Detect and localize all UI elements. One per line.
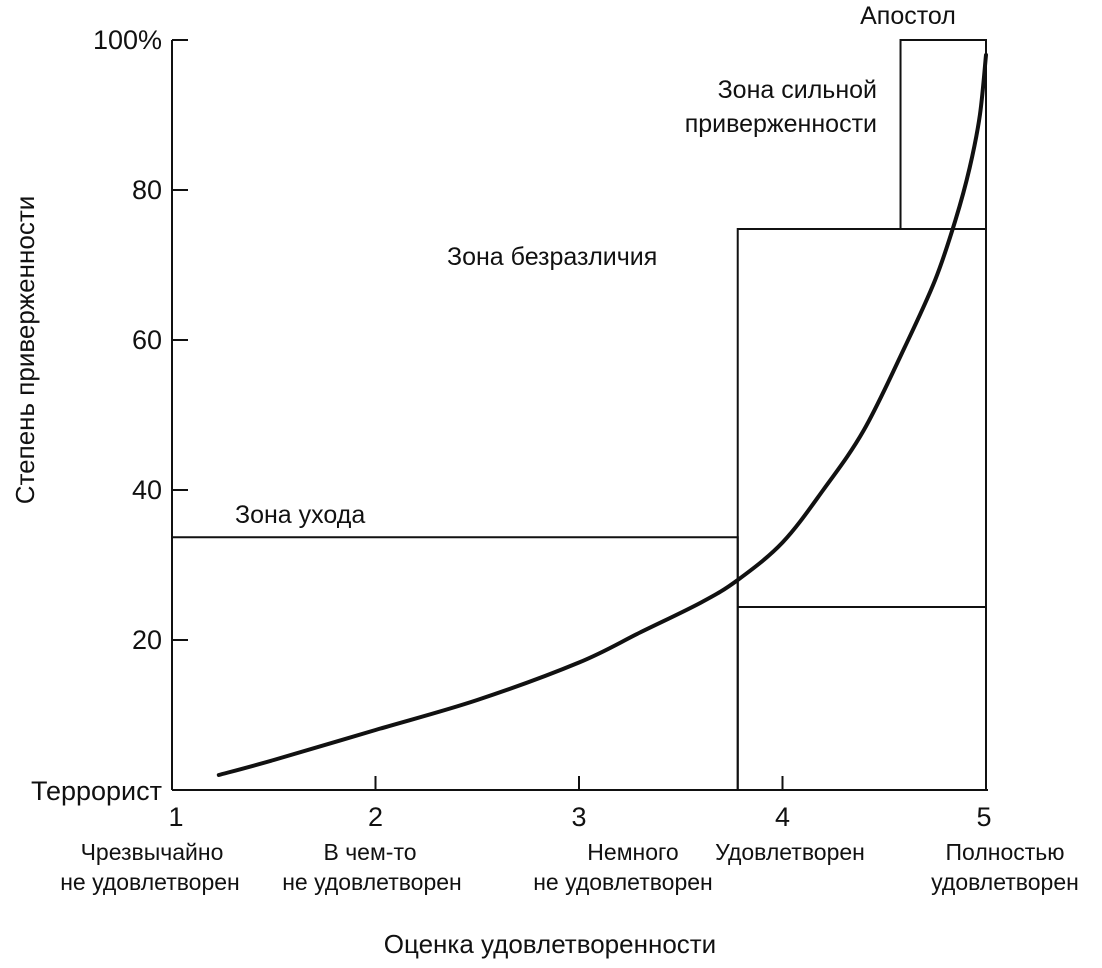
y-tick-label: 60 — [132, 325, 162, 355]
zone-boundary — [736, 228, 987, 790]
x-category-label-line1: Немного — [587, 839, 678, 865]
x-category-label-line2: не удовлетворен — [282, 869, 462, 895]
y-tick-label: 40 — [132, 475, 162, 505]
x-category-label-line2: удовлетворен — [931, 869, 1079, 895]
y-tick-label: 80 — [132, 175, 162, 205]
zone-label-loyalty-line2: приверженности — [685, 110, 877, 138]
x-category-label-line1: Удовлетворен — [715, 839, 865, 865]
x-tick-number: 5 — [976, 802, 991, 832]
x-tick-number: 3 — [571, 802, 586, 832]
series-line — [216, 53, 988, 777]
zone-label-exit: Зона ухода — [235, 501, 365, 529]
x-category-label-line2: не удовлетворен — [533, 869, 713, 895]
y-top-label: Апостол — [860, 2, 956, 30]
x-tick-number: 4 — [775, 802, 790, 832]
axes-layer — [171, 39, 988, 791]
x-category-label-line2: не удовлетворен — [60, 869, 240, 895]
curve-layer — [216, 53, 988, 777]
x-axis-title: Оценка удовлетворенности — [384, 929, 716, 959]
x-tick-number: 2 — [368, 802, 383, 832]
zone-label-loyalty-line1: Зона сильной — [718, 76, 877, 104]
y-axis-title: Степень приверженности — [10, 196, 40, 504]
zone-boundary — [899, 39, 987, 229]
y-tick-label: 20 — [132, 625, 162, 655]
zones-layer — [171, 39, 987, 790]
x-category-label-line1: Полностью — [946, 839, 1065, 865]
x-category-label-line1: В чем-то — [323, 839, 416, 865]
x-category-label-line1: Чрезвычайно — [81, 839, 224, 865]
x-tick-number: 1 — [168, 802, 183, 832]
zone-boundary — [171, 536, 739, 790]
y-bottom-label: Террорист — [31, 776, 162, 806]
y-tick-label: 100% — [93, 25, 162, 55]
zone-label-indifference: Зона безразличия — [447, 243, 657, 271]
